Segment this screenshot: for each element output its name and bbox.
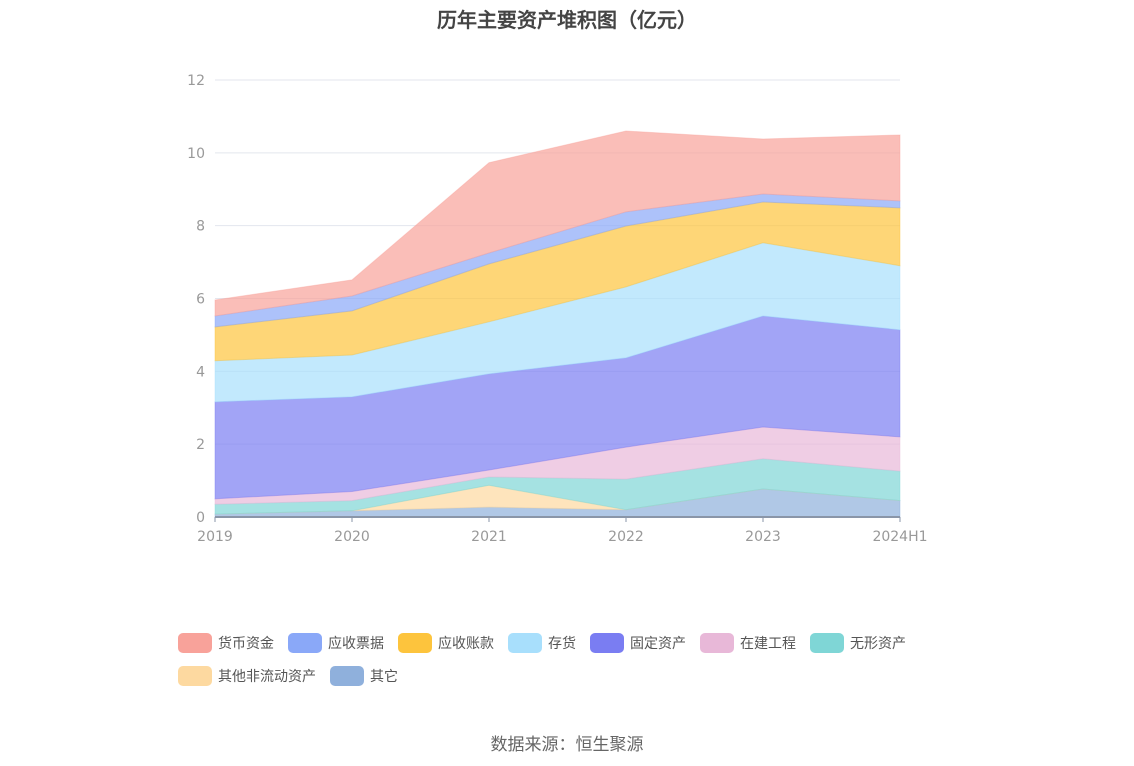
legend-item[interactable]: 其它 [330,665,398,686]
area-series-5 [214,242,901,403]
y-tick-label: 4 [196,364,205,380]
legend-item[interactable]: 存货 [508,632,576,653]
legend-item[interactable]: 在建工程 [700,632,796,653]
legend-swatch [810,632,844,653]
x-tick-label: 2024H1 [872,529,927,545]
area-series-4 [214,315,901,500]
legend-item[interactable]: 应收账款 [398,632,494,653]
legend-label: 其他非流动资产 [218,668,316,685]
legend-item[interactable]: 其他非流动资产 [178,665,316,686]
legend-swatch [700,632,734,653]
legend-label: 在建工程 [740,635,796,652]
legend-swatch [398,632,432,653]
x-tick-label: 2022 [608,529,644,545]
legend-label: 存货 [548,635,576,652]
y-tick-label: 12 [187,73,205,89]
y-tick-label: 2 [196,437,205,453]
y-tick-label: 0 [196,510,205,526]
legend-label: 应收票据 [328,635,384,652]
legend-swatch [178,665,212,686]
x-tick-label: 2021 [471,529,507,545]
y-tick-label: 10 [187,146,205,162]
x-tick-label: 2020 [334,529,370,545]
legend-label: 无形资产 [850,635,906,652]
chart-title: 历年主要资产堆积图（亿元） [437,8,697,32]
legend-swatch [590,632,624,653]
legend-label: 固定资产 [630,635,686,652]
legend-item[interactable]: 固定资产 [590,632,686,653]
area-series-8 [214,130,901,317]
legend-label: 应收账款 [438,635,494,652]
data-source: 数据来源：恒生聚源 [490,735,644,755]
stacked-area-chart: 0 2 4 6 8 10 12 2019 2020 2021 2022 2023 2024H1 [187,73,927,545]
legend-label: 其它 [370,668,398,685]
legend-label: 货币资金 [218,635,274,652]
legend-item[interactable]: 应收票据 [288,632,384,653]
legend-swatch [508,632,542,653]
legend: 货币资金 应收票据 应收账款 存货 固定资产 在建工程 无形资产其他非流动资产 其它 [178,632,978,686]
legend-item[interactable]: 无形资产 [810,632,906,653]
legend-swatch [288,632,322,653]
x-tick-label: 2023 [745,529,781,545]
legend-swatch [330,665,364,686]
x-tick-label: 2019 [197,529,233,545]
legend-item[interactable]: 货币资金 [178,632,274,653]
legend-swatch [178,632,212,653]
area-series-2 [214,458,901,515]
y-tick-label: 8 [196,219,205,235]
y-tick-label: 6 [196,292,205,308]
